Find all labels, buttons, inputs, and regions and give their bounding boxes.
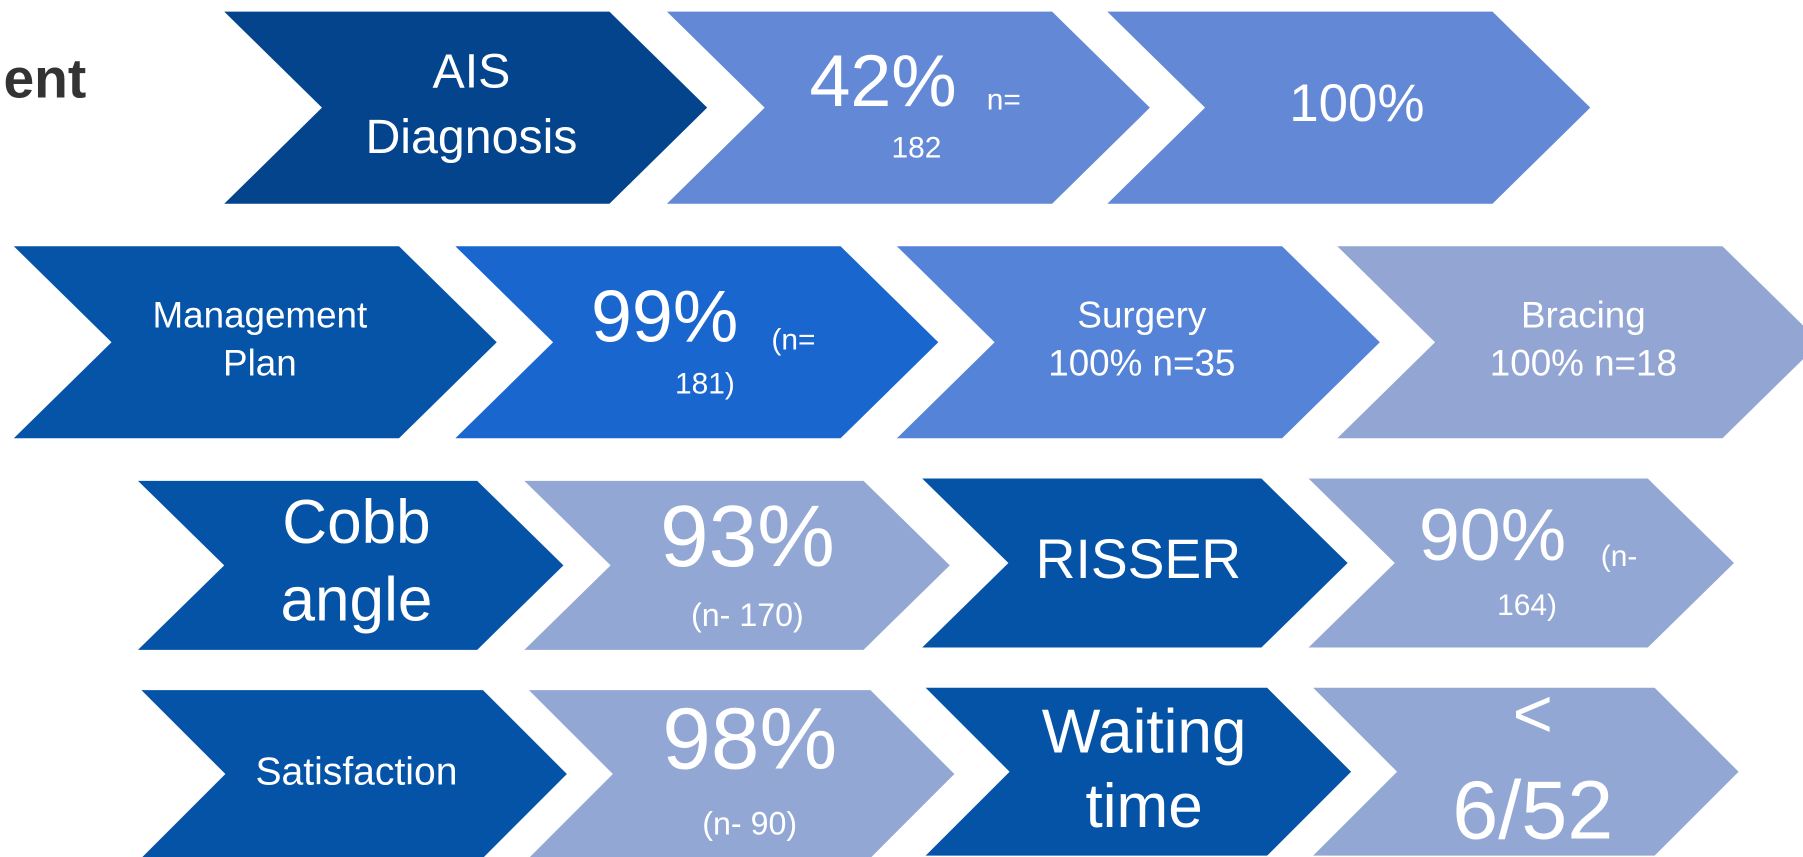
chevron <box>528 690 955 857</box>
chevron-text: Satisfaction <box>255 750 457 793</box>
chevron-text: 100% n=35 <box>1048 343 1235 384</box>
chevron-text: 6/52 <box>1452 763 1613 856</box>
chevron-text: 100% <box>1289 74 1424 133</box>
chevron <box>1337 246 1803 439</box>
chevron-text: Bracing <box>1521 294 1646 335</box>
chevron <box>13 246 497 439</box>
chevron-text: angle <box>281 565 433 634</box>
chevron <box>1313 687 1739 856</box>
chevron-text: 182 <box>892 132 942 165</box>
chevron-text: Cobb <box>282 488 430 557</box>
chevron <box>141 690 567 857</box>
chevron-text: 90% <box>1419 493 1566 576</box>
title: ent <box>3 48 86 110</box>
chevron-text: Surgery <box>1077 294 1206 335</box>
chevron-text: n= <box>987 83 1021 116</box>
chevron-text: 98% <box>662 689 837 787</box>
chevron-text: RISSER <box>1036 528 1241 590</box>
chevron <box>1308 478 1735 648</box>
chevron <box>524 480 950 650</box>
chevron-text: AIS <box>433 45 511 99</box>
chevron <box>925 687 1352 856</box>
chevron <box>922 478 1348 648</box>
chevron-text: (n- <box>1601 540 1638 573</box>
chevron-text: time <box>1085 772 1202 841</box>
chevron-text: (n- 170) <box>691 597 804 633</box>
chevron-text: Plan <box>223 343 297 384</box>
chevron <box>455 246 939 439</box>
chevron-text: 99% <box>591 275 738 358</box>
chevron-text: Management <box>153 294 368 335</box>
chevron-text: (n- 90) <box>702 805 797 841</box>
chevron-text: 100% n=18 <box>1490 343 1677 384</box>
chevron <box>137 480 564 650</box>
chevron-text: 42% <box>809 39 956 122</box>
chevron-text: Diagnosis <box>365 110 577 164</box>
chevron <box>896 246 1380 439</box>
chevron-text: < <box>1513 675 1553 752</box>
chevron <box>666 11 1150 204</box>
chevron-text: 181) <box>675 367 735 400</box>
chevron-text: 93% <box>660 487 835 585</box>
chevron <box>224 11 708 204</box>
chevron-text: Waiting <box>1042 697 1247 766</box>
chevron <box>1107 11 1591 204</box>
chevron-text: 164) <box>1497 589 1557 622</box>
chevron-text: (n= <box>771 324 815 357</box>
